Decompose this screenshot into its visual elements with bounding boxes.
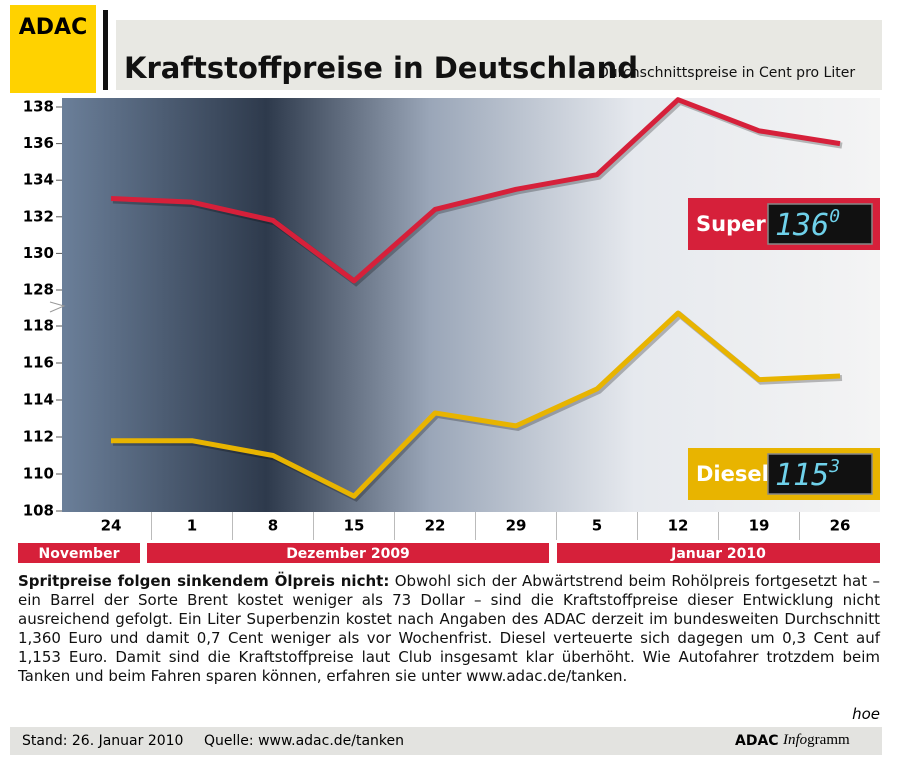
brand-rest: gramm bbox=[807, 732, 850, 748]
x-tick-label: 1 bbox=[187, 517, 197, 535]
month-label: Dezember 2009 bbox=[286, 546, 410, 562]
price-decimal: 0 bbox=[829, 206, 840, 227]
price-display bbox=[767, 203, 873, 245]
y-tick-label: 128 bbox=[23, 281, 54, 299]
x-tick-label: 26 bbox=[830, 517, 851, 535]
y-tick-label: 116 bbox=[23, 354, 54, 372]
legend-label: Super bbox=[696, 212, 766, 236]
price-display bbox=[767, 453, 873, 495]
y-tick-label: 112 bbox=[23, 428, 54, 446]
y-tick-label: 110 bbox=[23, 465, 54, 483]
y-tick-label: 138 bbox=[23, 98, 54, 116]
x-tick-label: 12 bbox=[668, 517, 689, 535]
month-label: November bbox=[39, 546, 120, 562]
y-tick-label: 134 bbox=[23, 171, 54, 189]
y-tick-label: 136 bbox=[23, 134, 54, 152]
month-label: Januar 2010 bbox=[670, 546, 766, 562]
price-integer: 136 bbox=[775, 208, 829, 243]
subtitle: Durchschnittspreise in Cent pro Liter bbox=[598, 65, 855, 81]
article: Spritpreise folgen sinkendem Ölpreis nic… bbox=[18, 572, 880, 686]
month-bar bbox=[557, 543, 880, 563]
x-tick-label: 5 bbox=[592, 517, 602, 535]
chart-title: Kraftstoffpreise in Deutschland bbox=[124, 51, 638, 85]
series-line bbox=[110, 97, 841, 284]
logo: ADAC bbox=[19, 15, 87, 40]
footer-source: Quelle: www.adac.de/tanken bbox=[204, 733, 404, 749]
price-integer: 115 bbox=[775, 458, 829, 493]
month-bar bbox=[147, 543, 549, 563]
y-tick-label: 108 bbox=[23, 502, 54, 520]
legend-label: Diesel bbox=[696, 462, 769, 486]
y-tick-label: 118 bbox=[23, 317, 54, 335]
x-tick-label: 8 bbox=[268, 517, 278, 535]
x-tick-label: 15 bbox=[344, 517, 365, 535]
y-tick-label: 132 bbox=[23, 207, 54, 225]
footer-brand: ADAC bbox=[735, 733, 779, 749]
x-tick-label: 22 bbox=[425, 517, 446, 535]
signature: hoe bbox=[852, 705, 880, 723]
price-text: 1153 bbox=[775, 456, 840, 493]
x-axis-strip bbox=[62, 512, 880, 540]
price-decimal: 3 bbox=[828, 456, 840, 477]
y-tick-label: 114 bbox=[23, 391, 54, 409]
brand-italic: Info bbox=[782, 732, 808, 748]
month-bar bbox=[18, 543, 140, 563]
price-text: 1360 bbox=[775, 206, 840, 243]
body: Obwohl sich der Abwärtstrend beim Rohölp… bbox=[18, 572, 880, 685]
divider bbox=[103, 10, 108, 90]
logo-box bbox=[10, 5, 96, 93]
x-tick-label: 24 bbox=[101, 517, 122, 535]
x-tick-label: 19 bbox=[749, 517, 770, 535]
header-band bbox=[116, 20, 882, 90]
y-tick-label: 130 bbox=[23, 244, 54, 262]
footer-band bbox=[10, 727, 882, 755]
axis-break bbox=[49, 301, 66, 313]
headline: Spritpreise folgen sinkendem Ölpreis nic… bbox=[18, 572, 390, 590]
x-tick-label: 29 bbox=[506, 517, 527, 535]
footer-brand-name: Infogramm bbox=[782, 732, 850, 748]
series-line bbox=[111, 310, 841, 499]
footer-date: Stand: 26. Januar 2010 bbox=[22, 733, 183, 749]
